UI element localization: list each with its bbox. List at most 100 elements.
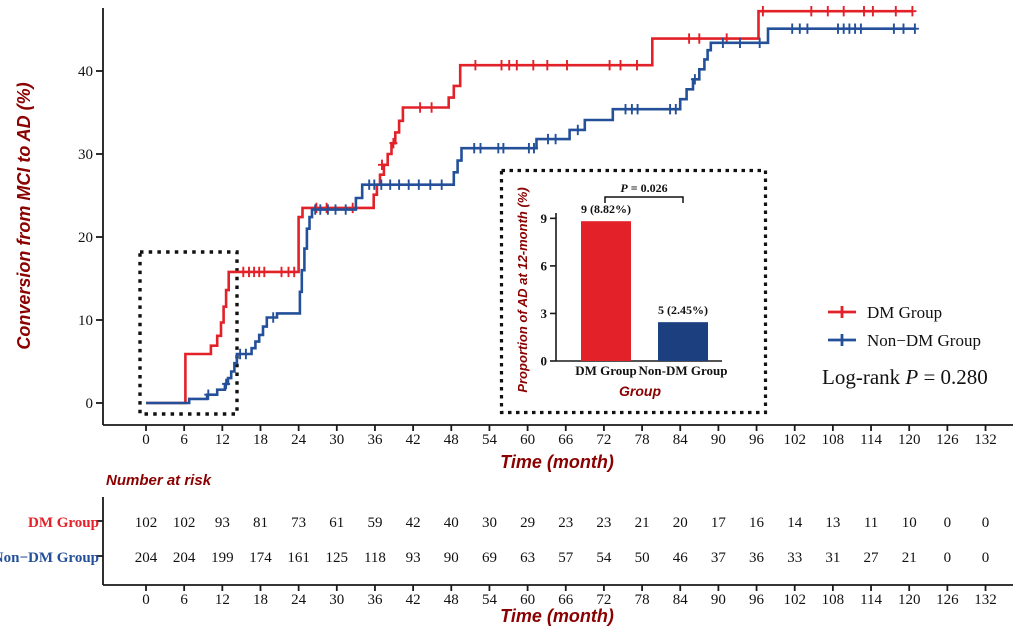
bottom-tick-label: 0 (142, 592, 150, 608)
risk-value: 93 (406, 550, 421, 566)
logrank-label: Log-rank P = 0.280 (822, 365, 988, 389)
y-tick-label: 40 (78, 64, 93, 80)
risk-value: 161 (287, 550, 310, 566)
bottom-tick-label: 12 (215, 592, 230, 608)
bottom-tick-label: 84 (673, 592, 689, 608)
y-tick-label: 20 (78, 230, 93, 246)
x-tick-label: 12 (215, 432, 230, 448)
risk-value: 63 (520, 550, 535, 566)
logrank-p: P (904, 365, 918, 389)
censor-marks-dm (239, 6, 917, 278)
x-tick-label: 18 (253, 432, 268, 448)
risk-value: 61 (329, 515, 344, 531)
inset-x-axis-title: Group (619, 383, 661, 399)
bottom-tick-label: 66 (558, 592, 574, 608)
inset-bar-non-dm (658, 322, 708, 361)
km-y-axis-title: Conversion from MCI to AD (%) (14, 82, 34, 349)
y-tick-label: 30 (78, 147, 93, 163)
x-tick-label: 114 (860, 432, 882, 448)
risk-value: 16 (749, 515, 765, 531)
x-tick-label: 96 (749, 432, 765, 448)
x-tick-label: 126 (936, 432, 959, 448)
risk-value: 27 (864, 550, 880, 566)
legend-item-label: Non−DM Group (867, 331, 981, 350)
x-tick-label: 90 (711, 432, 726, 448)
bottom-tick-label: 72 (596, 592, 611, 608)
risk-value: 50 (635, 550, 650, 566)
bottom-tick-label: 48 (444, 592, 459, 608)
legend-items: DM Group Non−DM Group (828, 303, 981, 350)
inset-bar-value-label: 9 (8.82%) (581, 202, 631, 216)
inset-category-label: DM Group (575, 363, 637, 378)
inset-p-rest: = 0.026 (628, 181, 668, 195)
bottom-axis: 0 6 12 18 24 30 36 42 48 54 60 66 72 78 84 90 96 102 108 11… (103, 584, 1013, 608)
censor-marks-non-dm (204, 23, 919, 400)
x-tick-label: 0 (142, 432, 150, 448)
risk-value: 81 (253, 515, 268, 531)
km-curve-non-dm (146, 27, 916, 405)
bottom-tick-label: 126 (936, 592, 959, 608)
x-tick-label: 120 (898, 432, 921, 448)
inset-significance-bracket (604, 196, 684, 203)
risk-value: 46 (673, 550, 689, 566)
risk-value: 125 (326, 550, 349, 566)
bottom-tick-label: 42 (406, 592, 421, 608)
risk-value: 0 (944, 550, 952, 566)
x-tick-label: 24 (291, 432, 307, 448)
inset-y-tick-label: 6 (541, 258, 548, 273)
inset-dotted-border (499, 168, 768, 415)
risk-row-label: Non−DM Group (0, 550, 99, 566)
bottom-x-axis-title: Time (month) (500, 606, 614, 626)
inset-chart: 0 3 6 9 9 (8.82%) DM Group 5 (2.45%) Non-DM Gro… (499, 168, 768, 415)
x-tick-label: 30 (329, 432, 344, 448)
x-tick-label: 84 (673, 432, 689, 448)
inset-y-axis-title: Proportion of AD at 12-month (%) (515, 187, 530, 392)
risk-value: 204 (135, 550, 158, 566)
x-tick-label: 78 (635, 432, 650, 448)
risk-value: 30 (482, 515, 497, 531)
x-tick-label: 102 (783, 432, 806, 448)
bottom-tick-label: 96 (749, 592, 765, 608)
risk-value: 73 (291, 515, 306, 531)
bottom-tick-label: 102 (783, 592, 806, 608)
bottom-tick-label: 120 (898, 592, 921, 608)
risk-value: 40 (444, 515, 459, 531)
x-tick-label: 36 (367, 432, 383, 448)
x-tick-label: 108 (822, 432, 845, 448)
risk-value: 57 (558, 550, 574, 566)
risk-value: 102 (173, 515, 196, 531)
inset-y-tick-label: 3 (541, 306, 548, 321)
risk-value: 31 (825, 550, 840, 566)
risk-value: 17 (711, 515, 727, 531)
km-zoom-box (138, 250, 239, 416)
inset-y-tick-label: 0 (541, 354, 548, 369)
risk-value: 10 (902, 515, 917, 531)
bottom-tick-label: 114 (860, 592, 882, 608)
bottom-tick-label: 60 (520, 592, 535, 608)
inset-p-italic: P (620, 181, 628, 195)
risk-value: 20 (673, 515, 688, 531)
x-tick-label: 66 (558, 432, 574, 448)
risk-value: 14 (787, 515, 803, 531)
risk-value: 59 (367, 515, 382, 531)
bottom-tick-label: 36 (367, 592, 383, 608)
bottom-tick-label: 6 (180, 592, 188, 608)
risk-value: 199 (211, 550, 234, 566)
risk-value: 54 (596, 550, 612, 566)
risk-value: 36 (749, 550, 765, 566)
bottom-tick-label: 108 (822, 592, 845, 608)
risk-value: 42 (406, 515, 421, 531)
legend-item-label: DM Group (867, 303, 942, 322)
risk-value: 37 (711, 550, 727, 566)
bottom-tick-label: 24 (291, 592, 307, 608)
km-curves (146, 6, 919, 405)
risk-value: 0 (982, 550, 990, 566)
bottom-tick-label: 90 (711, 592, 726, 608)
x-tick-label: 48 (444, 432, 459, 448)
bottom-tick-label: 78 (635, 592, 650, 608)
risk-value: 93 (215, 515, 230, 531)
bottom-tick-label: 18 (253, 592, 268, 608)
risk-value: 102 (135, 515, 158, 531)
